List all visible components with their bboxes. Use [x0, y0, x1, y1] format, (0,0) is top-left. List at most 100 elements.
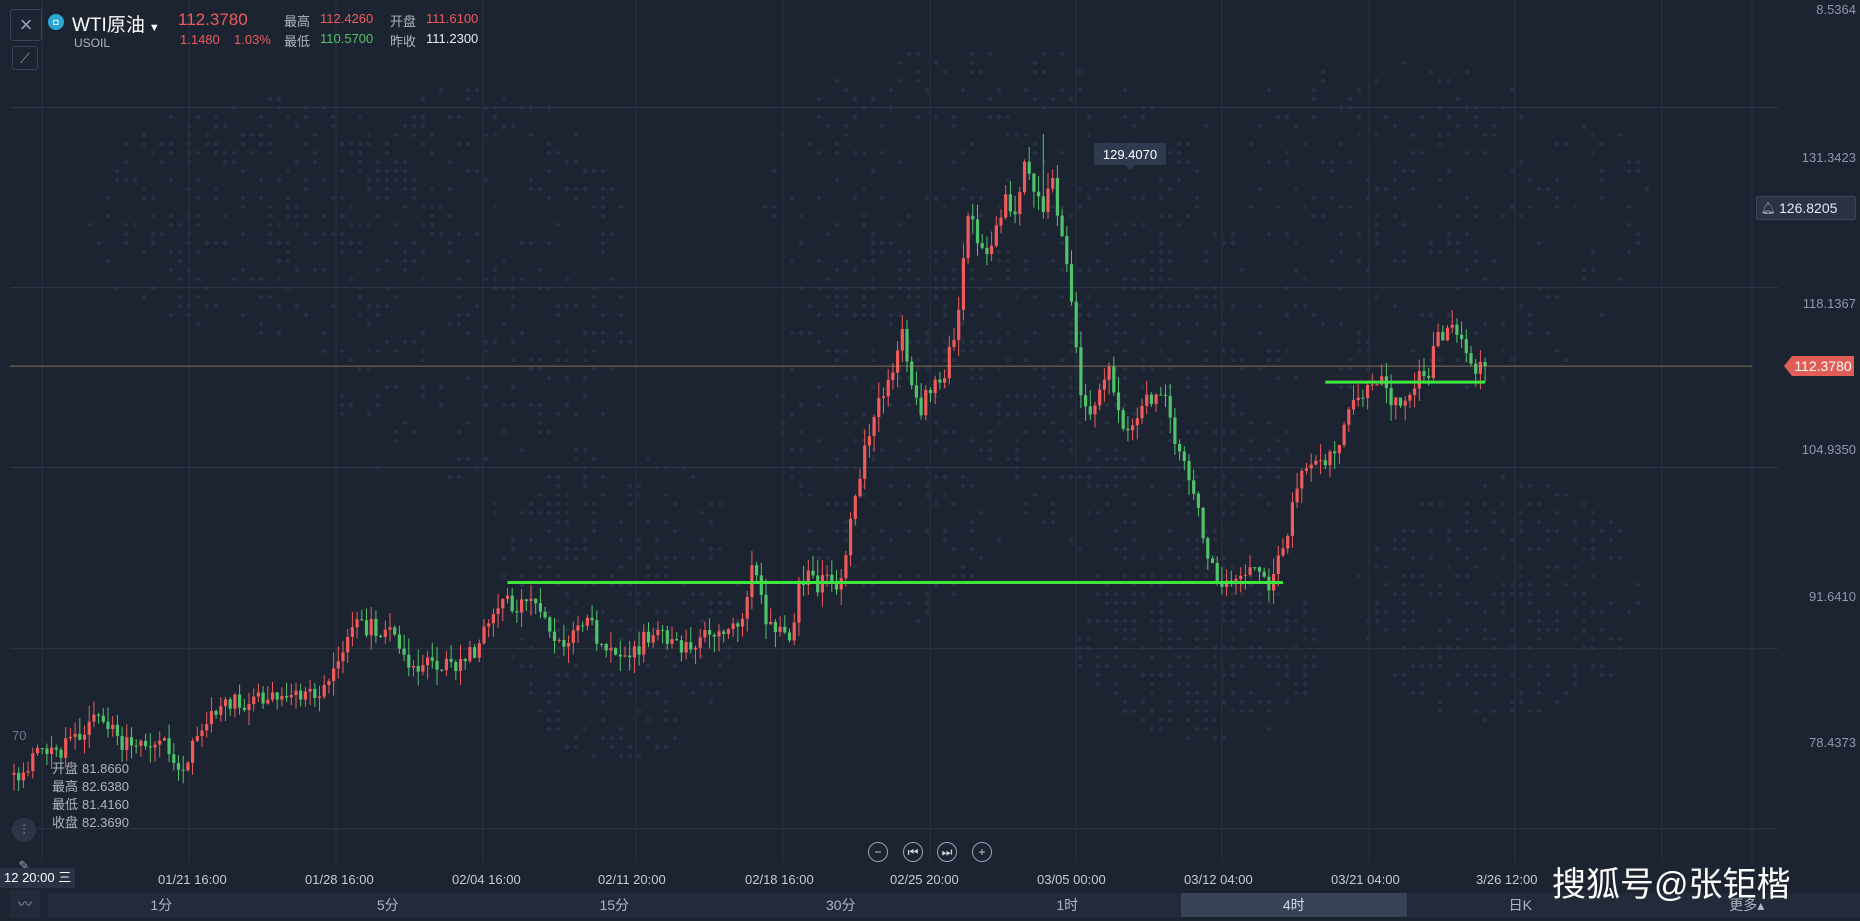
candle — [971, 216, 975, 220]
zoom-out-button[interactable]: − — [868, 842, 888, 862]
candle — [576, 625, 580, 631]
candle — [581, 625, 585, 627]
candle — [637, 646, 641, 655]
candle — [336, 661, 340, 669]
indicator-button[interactable]: ⫶ — [12, 818, 36, 842]
candle — [50, 747, 54, 754]
candle — [567, 642, 571, 647]
candle — [538, 603, 542, 612]
candle — [1159, 394, 1163, 396]
watermark: 搜狐号@张钜楷 — [1552, 866, 1791, 904]
candle — [82, 734, 87, 740]
period-5min[interactable]: 5分 — [376, 897, 399, 913]
period-15min[interactable]: 15分 — [599, 897, 630, 913]
candle — [444, 658, 448, 671]
high-value: 112.4260 — [320, 11, 374, 26]
period-1min[interactable]: 1分 — [150, 897, 173, 913]
candle — [1098, 389, 1102, 406]
candle — [1027, 161, 1031, 174]
candle — [1262, 571, 1266, 577]
pen-button[interactable]: ✎ — [12, 854, 36, 878]
period-1h[interactable]: 1时 — [1056, 897, 1079, 913]
candle — [1394, 397, 1398, 406]
candle — [769, 621, 773, 625]
candle — [896, 350, 900, 373]
ohlc-open: 开盘 81.8660 — [52, 760, 129, 778]
ohlc-high: 最高 82.6380 — [52, 778, 129, 796]
price-alert-tag[interactable]: 🔔︎ 126.8205 — [1756, 196, 1856, 220]
candle — [120, 735, 124, 750]
candle — [200, 730, 204, 737]
candle — [1178, 444, 1182, 452]
candle — [1431, 346, 1435, 378]
candle — [656, 629, 660, 636]
candle — [670, 639, 674, 644]
pen-icon: ✎ — [18, 858, 30, 873]
time-label: 03/21 04:00 — [1331, 872, 1400, 887]
candle — [914, 385, 918, 398]
plus-icon: + — [978, 845, 986, 859]
candle — [679, 640, 683, 653]
candle — [477, 643, 481, 658]
candle — [646, 631, 651, 643]
current-time-tag: 12 20:00 三 — [0, 868, 76, 888]
candle — [289, 695, 293, 698]
price-tick: 118.1367 — [1802, 296, 1856, 311]
candle — [693, 647, 698, 650]
candle — [238, 694, 242, 708]
candle — [317, 696, 322, 698]
candle — [552, 631, 557, 641]
candle — [1201, 507, 1205, 539]
candle — [1304, 468, 1309, 471]
scroll-end-button[interactable]: ⏭︎ — [937, 842, 957, 862]
time-label: 01/28 16:00 — [305, 872, 374, 887]
drawing-tool-button[interactable]: ⟋ — [12, 46, 38, 70]
ohlc-open-value: 81.8660 — [82, 761, 130, 776]
indicator-toggle[interactable]: 〰 — [10, 890, 40, 918]
candle — [223, 699, 228, 707]
candle — [938, 379, 942, 383]
candle — [1483, 361, 1487, 367]
ohlc-close-value: 82.3690 — [82, 815, 130, 830]
candle — [176, 763, 181, 770]
candle — [421, 665, 425, 672]
candle — [1041, 196, 1045, 213]
candle — [322, 684, 326, 697]
candle — [1450, 324, 1454, 328]
period-30min[interactable]: 30分 — [825, 897, 856, 913]
close-button[interactable]: × — [10, 9, 42, 41]
symbol-selector[interactable]: WTI原油 ▼ — [72, 10, 160, 37]
candle — [1323, 460, 1327, 466]
candle — [952, 340, 956, 347]
candle — [1004, 194, 1008, 218]
candle — [1168, 395, 1172, 418]
candle — [97, 714, 101, 716]
candle — [1210, 558, 1215, 563]
candle — [957, 309, 961, 341]
candle — [1276, 555, 1280, 575]
period-more[interactable]: 更多▴ — [1729, 897, 1765, 913]
period-4h[interactable]: 4时 — [1180, 893, 1407, 917]
candle — [1088, 406, 1092, 415]
zoom-in-button[interactable]: + — [972, 842, 992, 862]
left-axis-partial: 70 — [12, 728, 27, 743]
candle — [1361, 397, 1365, 399]
candle — [557, 640, 561, 642]
candle — [844, 555, 848, 579]
candle — [825, 574, 829, 576]
candle — [1253, 567, 1257, 569]
candle — [440, 669, 444, 671]
candle — [402, 648, 406, 655]
candle — [233, 694, 237, 709]
candle — [783, 626, 787, 633]
bell-icon: 🔔︎ — [1760, 201, 1776, 215]
period-day[interactable]: 日K — [1508, 897, 1532, 913]
candle — [64, 738, 68, 758]
candle — [416, 665, 420, 672]
candle — [1356, 397, 1360, 400]
candle — [787, 632, 792, 641]
candle — [543, 611, 547, 618]
scroll-start-button[interactable]: ⏮︎ — [903, 842, 923, 862]
candle — [1337, 444, 1341, 454]
